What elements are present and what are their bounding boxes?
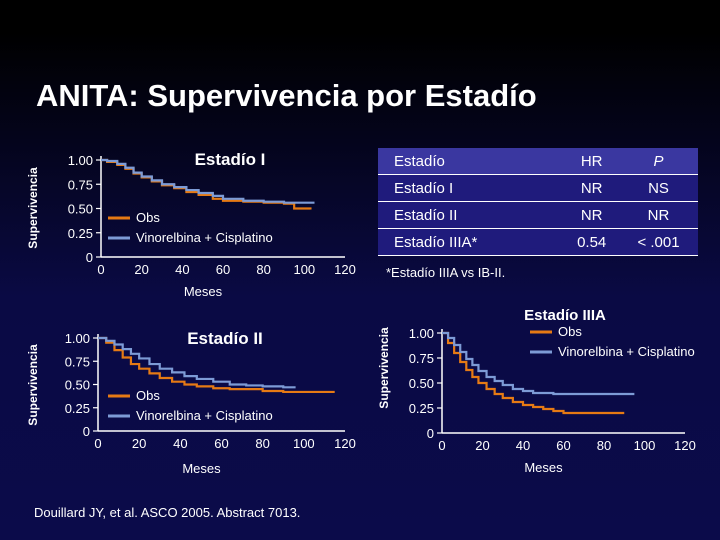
y-axis-label: Supervivencia	[377, 327, 391, 409]
series-line	[442, 331, 635, 396]
y-tick-label: 0.75	[65, 354, 90, 369]
table-cell: < .001	[619, 228, 698, 256]
table-row: Estadío IIIA* 0.54 < .001	[378, 228, 698, 256]
table-header-cell: P	[619, 148, 698, 175]
table-cell: Estadío II	[378, 201, 565, 229]
x-tick-label: 100	[293, 436, 315, 451]
x-tick-label: 0	[438, 438, 445, 453]
y-tick-label: 0.50	[68, 202, 93, 217]
x-tick-label: 40	[175, 262, 189, 277]
y-tick-label: 0.75	[409, 351, 434, 366]
x-tick-label: 120	[334, 262, 356, 277]
x-tick-label: 40	[173, 436, 187, 451]
table-cell: 0.54	[564, 228, 620, 256]
table-header-cell: Estadío	[378, 148, 565, 175]
x-axis-label: Meses	[182, 461, 221, 476]
table-cell: Estadío IIIA*	[378, 228, 565, 256]
x-tick-label: 80	[597, 438, 611, 453]
x-tick-label: 20	[134, 262, 148, 277]
hazard-ratio-table: Estadío HR P Estadío I NR NS Estadío II …	[378, 148, 698, 256]
reference-citation: Douillard JY, et al. ASCO 2005. Abstract…	[34, 505, 301, 520]
x-tick-label: 100	[293, 262, 315, 277]
y-tick-label: 0	[86, 250, 93, 265]
y-tick-label: 0	[83, 424, 90, 439]
legend-label: Obs	[136, 388, 160, 403]
table-cell: Estadío I	[378, 174, 565, 202]
x-tick-label: 20	[132, 436, 146, 451]
x-tick-label: 60	[214, 436, 228, 451]
chart-title: Estadío IIIA	[524, 307, 606, 324]
chart-estadio-ii: 0 0.25 0.50 0.75 1.00 0 20 40 60 80 100 120 Meses Sup…	[26, 329, 356, 476]
y-tick-label: 1.00	[409, 326, 434, 341]
series-line	[98, 336, 335, 394]
y-tick-label: 0.25	[68, 226, 93, 241]
series-line	[98, 336, 296, 389]
y-tick-label: 0.25	[409, 401, 434, 416]
x-tick-label: 100	[634, 438, 656, 453]
x-tick-label: 20	[475, 438, 489, 453]
x-tick-label: 120	[334, 436, 356, 451]
x-axis-label: Meses	[524, 460, 563, 475]
y-tick-label: 0.50	[409, 376, 434, 391]
y-axis-label: Supervivencia	[26, 167, 40, 249]
table-row: Estadío II NR NR	[378, 201, 698, 229]
legend-label: Obs	[558, 324, 582, 339]
chart-title: Estadío I	[195, 150, 266, 169]
table-cell: NR	[619, 201, 698, 229]
table-cell: NR	[564, 174, 620, 202]
x-tick-label: 120	[674, 438, 696, 453]
chart-title: Estadío II	[187, 329, 263, 348]
table-row: Estadío I NR NS	[378, 174, 698, 202]
y-tick-label: 0.75	[68, 177, 93, 192]
y-tick-label: 0.50	[65, 378, 90, 393]
table-footnote: *Estadío IIIA vs IB-II.	[386, 265, 506, 280]
chart-estadio-i: 0 0.25 0.50 0.75 1.00 0 20 40 60 80 100 120 Meses Sup…	[26, 150, 356, 299]
y-axis-label: Supervivencia	[26, 344, 40, 426]
y-tick-label: 1.00	[65, 331, 90, 346]
x-tick-label: 80	[256, 262, 270, 277]
legend-label: Obs	[136, 210, 160, 225]
x-axis-label: Meses	[184, 284, 223, 299]
table-cell: NR	[564, 201, 620, 229]
x-tick-label: 40	[516, 438, 530, 453]
x-tick-label: 60	[556, 438, 570, 453]
table-header-cell: HR	[564, 148, 620, 175]
y-tick-label: 1.00	[68, 153, 93, 168]
chart-estadio-iiia: 0 0.25 0.50 0.75 1.00 0 20 40 60 80 100 120 Meses Sup…	[377, 307, 696, 475]
table-header-row: Estadío HR P	[378, 148, 698, 175]
y-tick-label: 0	[427, 426, 434, 441]
slide-title: ANITA: Supervivencia por Estadío	[36, 78, 537, 113]
legend-label: Vinorelbina + Cisplatino	[558, 344, 695, 359]
series-line	[442, 331, 625, 415]
legend-label: Vinorelbina + Cisplatino	[136, 408, 273, 423]
legend-label: Vinorelbina + Cisplatino	[136, 230, 273, 245]
series-line	[101, 158, 315, 204]
x-tick-label: 0	[94, 436, 101, 451]
y-tick-label: 0.25	[65, 401, 90, 416]
table-cell: NS	[619, 174, 698, 202]
x-tick-label: 0	[97, 262, 104, 277]
x-tick-label: 80	[255, 436, 269, 451]
x-tick-label: 60	[216, 262, 230, 277]
